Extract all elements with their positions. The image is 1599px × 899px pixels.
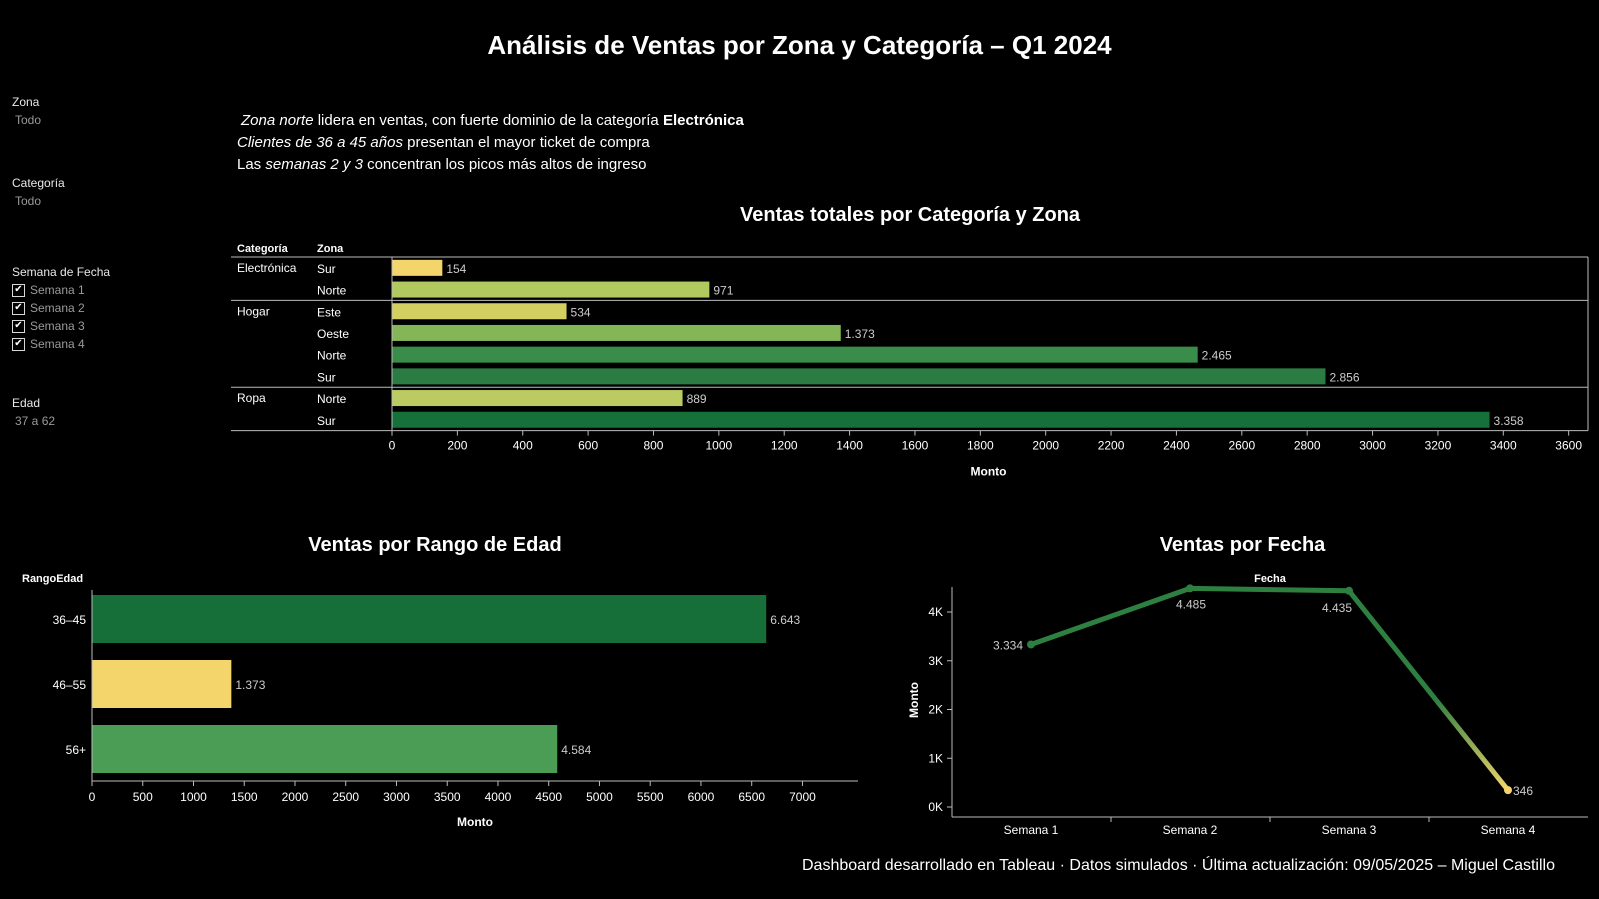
filter-semana-option-label: Semana 2	[30, 301, 85, 315]
insight-1-part-2: lidera en ventas, con fuerte dominio de …	[313, 112, 663, 129]
x-tick-label: 800	[643, 439, 663, 453]
x-tick-label: 1000	[705, 439, 732, 453]
x-tick-label: 200	[447, 439, 467, 453]
filter-semana-option-label: Semana 1	[30, 283, 85, 297]
insight-line-2: Clientes de 36 a 45 años presentan el ma…	[237, 132, 744, 154]
category-label: Hogar	[237, 304, 270, 318]
filter-semana-option[interactable]: ✔ Semana 1	[12, 281, 110, 299]
filter-edad[interactable]: Edad 37 a 62	[12, 396, 55, 428]
bar-value-label: 3.358	[1494, 414, 1524, 428]
filter-semana-label: Semana de Fecha	[12, 265, 111, 279]
bar-value-label: 889	[687, 392, 707, 406]
insights-text: Zona norte lidera en ventas, con fuerte …	[237, 110, 744, 176]
filter-edad-label: Edad	[12, 396, 41, 410]
x-tick-label: 3200	[1425, 439, 1452, 453]
bar-value-label: 2.465	[1202, 349, 1232, 363]
zona-label: Oeste	[317, 327, 349, 341]
filter-semana-option-label: Semana 3	[30, 319, 85, 333]
chart-edad-title: Ventas por Rango de Edad	[308, 534, 562, 556]
insight-1-part-3: Electrónica	[662, 112, 744, 129]
bar-value-label: 534	[571, 305, 591, 319]
insight-2-part-1: Clientes de 36 a 45 años	[237, 134, 403, 151]
checkbox-icon[interactable]: ✔	[12, 319, 25, 333]
insight-1-part-1: Zona norte	[241, 112, 314, 129]
x-tick-label: 1400	[836, 439, 863, 453]
x-tick-label: 2600	[1228, 439, 1255, 453]
filter-semana-option[interactable]: ✔ Semana 2	[12, 299, 110, 317]
zona-label: Norte	[317, 284, 347, 298]
zona-label: Norte	[317, 349, 347, 363]
filter-zona-label: Zona	[12, 95, 40, 109]
insight-3-part-3: concentran los picos más altos de ingres…	[362, 156, 647, 173]
bar	[392, 303, 567, 320]
bar-value-label: 154	[446, 262, 466, 276]
filter-semana-option-label: Semana 4	[30, 337, 85, 351]
filter-categoria-value[interactable]: Todo	[15, 194, 42, 208]
x-tick-label: 2000	[1032, 439, 1059, 453]
bar	[392, 259, 443, 276]
bar-value-label: 1.373	[845, 327, 875, 341]
bar	[392, 390, 683, 407]
filter-semana: Semana de Fecha ✔ Semana 1 ✔ Semana 2 ✔ …	[12, 265, 110, 353]
row-header-categoria: Categoría	[237, 243, 289, 255]
checkbox-icon[interactable]: ✔	[12, 301, 25, 315]
x-axis-label: Monto	[971, 465, 1007, 479]
x-tick-label: 1600	[902, 439, 929, 453]
insight-3-part-1: Las	[237, 156, 266, 173]
checkbox-icon[interactable]: ✔	[12, 337, 25, 351]
x-tick-label: 3600	[1555, 439, 1582, 453]
bar-value-label: 971	[713, 284, 733, 298]
zona-label: Este	[317, 305, 341, 319]
x-tick-label: 2400	[1163, 439, 1190, 453]
insight-line-3: Las semanas 2 y 3 concentran los picos m…	[237, 154, 744, 176]
zona-label: Sur	[317, 262, 336, 276]
insight-2-part-2: presentan el mayor ticket de compra	[402, 134, 650, 151]
bar	[392, 411, 1490, 428]
filter-zona-value[interactable]: Todo	[15, 113, 42, 127]
x-tick-label: 2800	[1294, 439, 1321, 453]
filter-zona[interactable]: Zona Todo	[12, 95, 41, 127]
x-tick-label: 600	[578, 439, 598, 453]
bar	[392, 346, 1198, 363]
footer-text: Dashboard desarrollado en Tableau · Dato…	[801, 857, 1555, 874]
zona-label: Sur	[317, 370, 336, 384]
filter-categoria[interactable]: Categoría Todo	[12, 176, 65, 208]
row-header-zona: Zona	[317, 243, 344, 255]
x-tick-label: 0	[389, 439, 396, 453]
filter-semana-option[interactable]: ✔ Semana 4	[12, 335, 110, 353]
x-tick-label: 1800	[967, 439, 994, 453]
x-tick-label: 3400	[1490, 439, 1517, 453]
bar	[392, 281, 710, 298]
bar-value-label: 2.856	[1329, 370, 1359, 384]
filter-semana-option[interactable]: ✔ Semana 3	[12, 317, 110, 335]
x-tick-label: 2200	[1098, 439, 1125, 453]
filter-categoria-label: Categoría	[12, 176, 65, 190]
insight-line-1: Zona norte lidera en ventas, con fuerte …	[241, 110, 744, 132]
x-tick-label: 400	[513, 439, 533, 453]
checkbox-icon[interactable]: ✔	[12, 283, 25, 297]
filter-edad-value[interactable]: 37 a 62	[15, 414, 56, 428]
bar	[392, 324, 841, 341]
x-tick-label: 3000	[1359, 439, 1386, 453]
zona-label: Sur	[317, 414, 336, 428]
chart-fecha-title: Ventas por Fecha	[1159, 534, 1326, 556]
x-tick-label: 1200	[771, 439, 798, 453]
zona-label: Norte	[317, 392, 347, 406]
category-label: Ropa	[237, 391, 266, 405]
dashboard-title: Análisis de Ventas por Zona y Categoría …	[487, 30, 1112, 60]
category-label: Electrónica	[237, 261, 297, 275]
chart-categoria-zona-title: Ventas totales por Categoría y Zona	[739, 204, 1081, 226]
insight-3-part-2: semanas 2 y 3	[265, 156, 363, 173]
bar	[392, 368, 1326, 385]
